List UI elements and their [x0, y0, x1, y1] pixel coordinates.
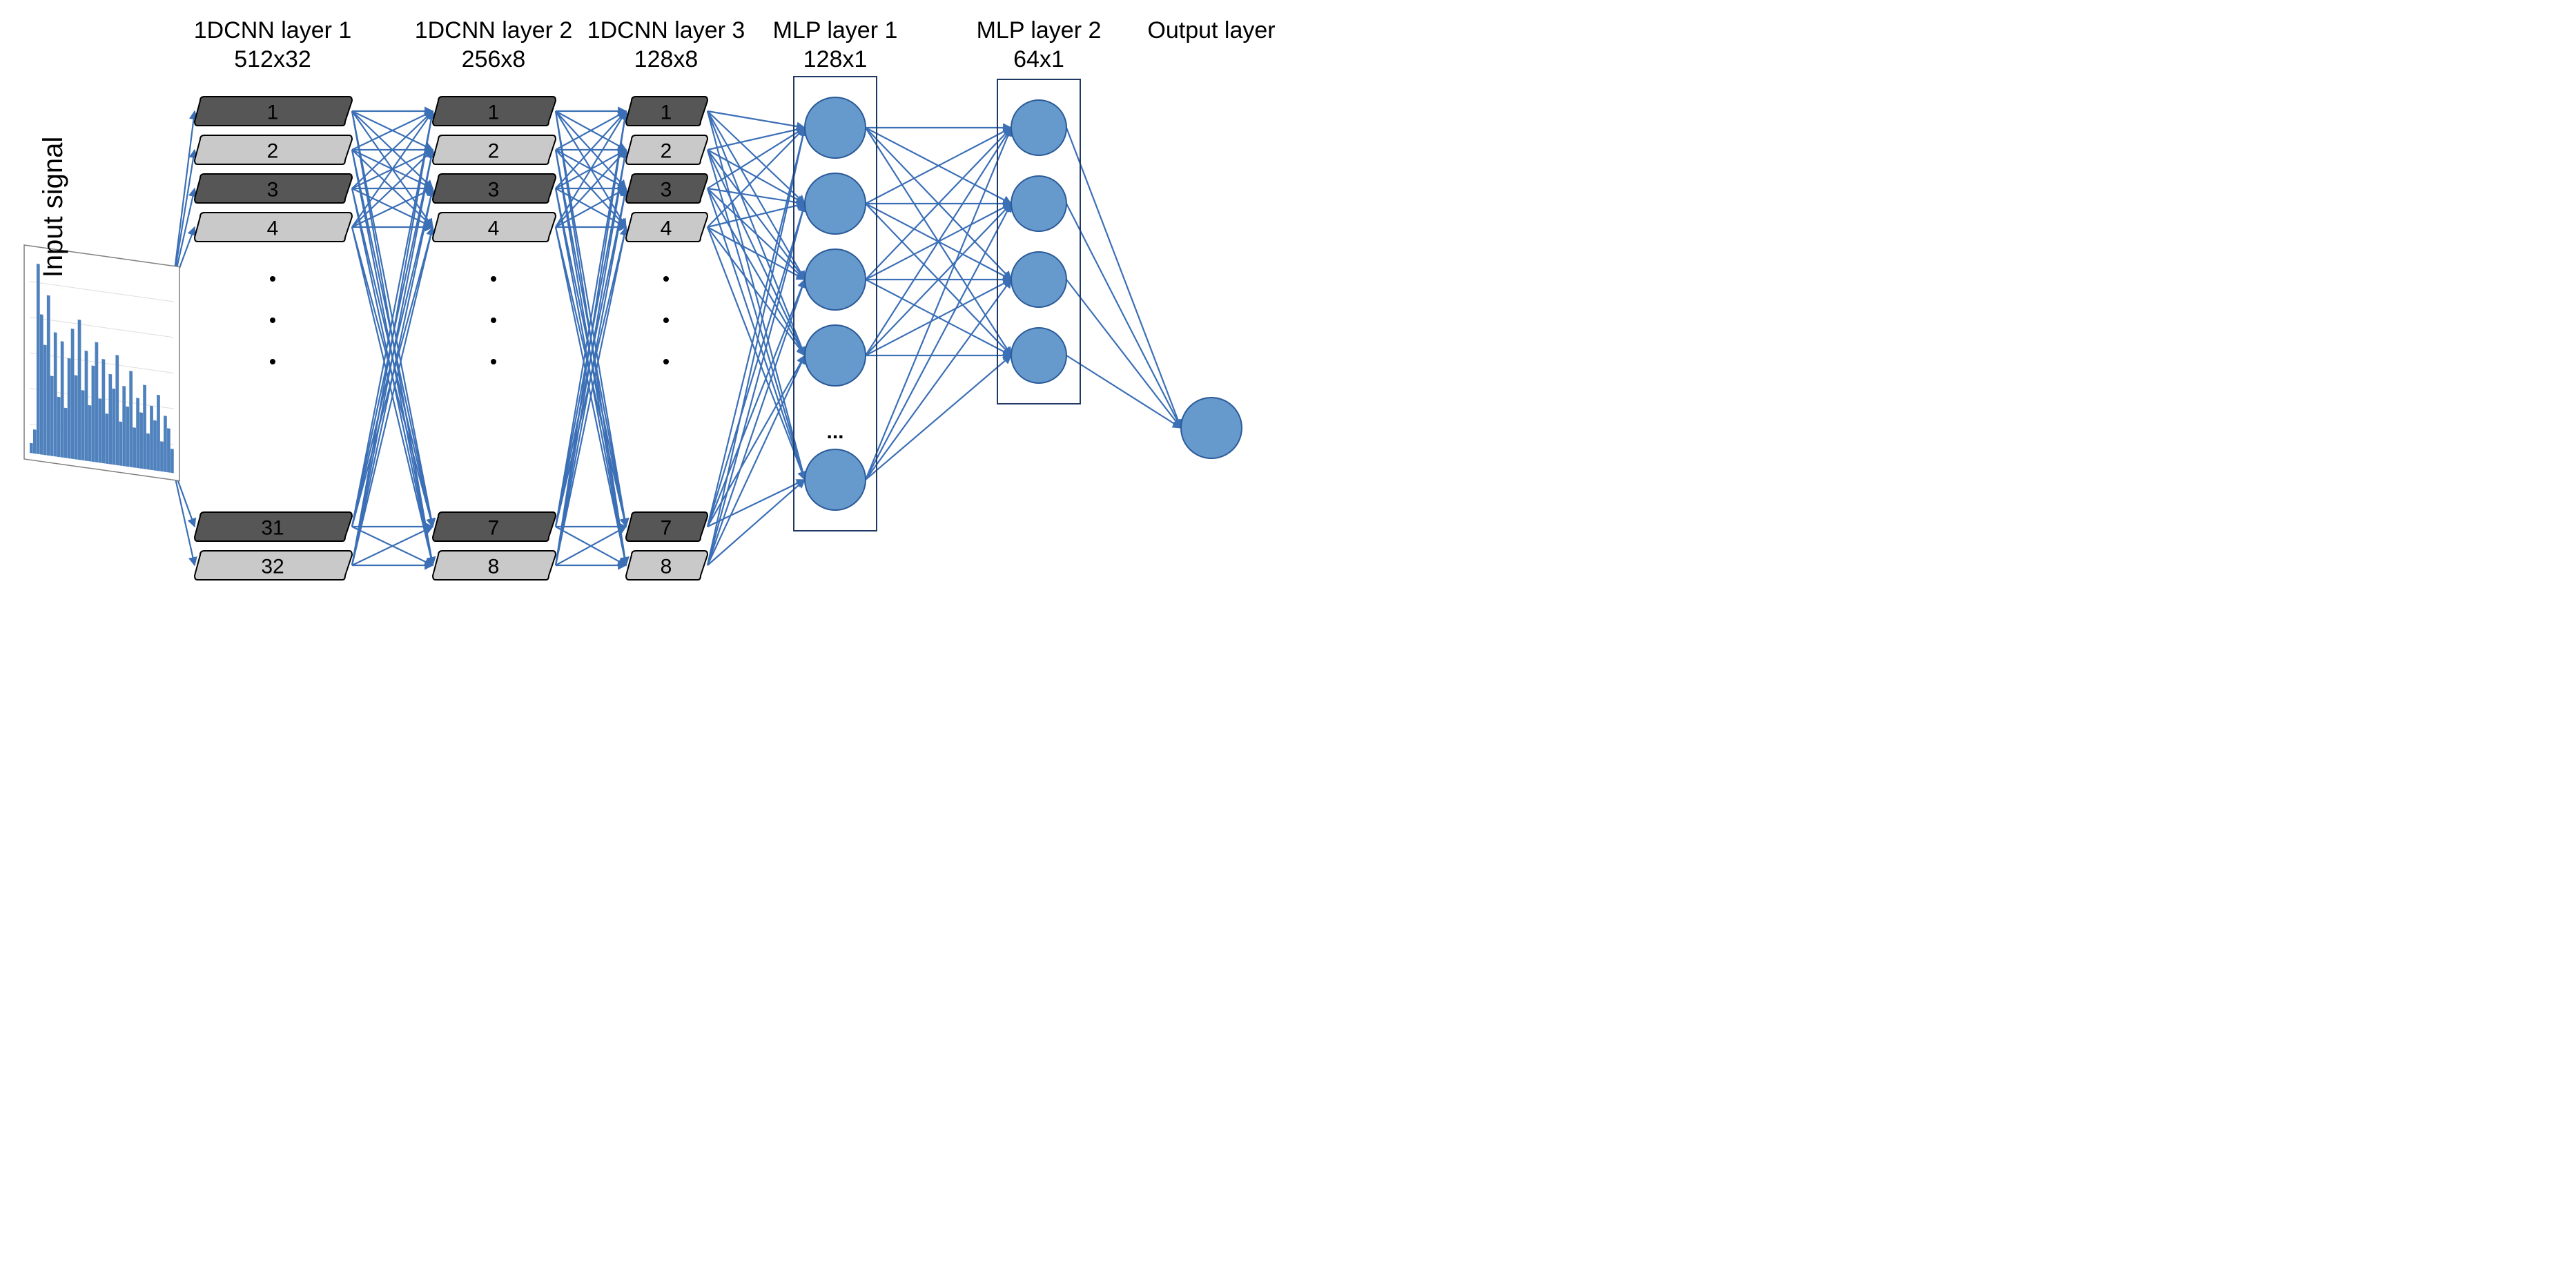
cnn1-filter: 1 — [195, 97, 352, 126]
svg-text:8: 8 — [661, 556, 672, 578]
mlp2-neuron — [1011, 176, 1066, 231]
edge — [708, 480, 805, 527]
edge — [1066, 204, 1181, 428]
nodes: 1 2 3 4 31 32 1 2 3 4 7 8 1 2 3 4 7 8... — [24, 77, 1242, 580]
cnn1-filter: 3 — [195, 174, 352, 203]
cnn3-title-line: 128x8 — [634, 46, 699, 72]
cnn1-title-line: 1DCNN layer 1 — [194, 17, 352, 43]
cnn3-filter: 8 — [626, 551, 708, 580]
mlp1-neuron — [805, 97, 866, 158]
mlp1-neuron — [805, 173, 866, 234]
cnn3-ellipsis — [663, 318, 669, 323]
cnn2-title-line: 256x8 — [462, 46, 526, 72]
cnn1-ellipsis — [270, 318, 275, 323]
cnn3-filter: 1 — [626, 97, 708, 126]
cnn2-ellipsis — [491, 318, 496, 323]
mlp1-title-line: 128x1 — [803, 46, 868, 72]
edge — [708, 128, 805, 527]
edge — [1066, 280, 1181, 428]
mlp2-neuron — [1011, 100, 1066, 155]
svg-text:2: 2 — [661, 140, 672, 163]
edge — [708, 128, 805, 227]
cnn2-ellipsis — [491, 359, 496, 364]
input-signal-plot — [24, 245, 179, 481]
svg-text:4: 4 — [267, 217, 279, 240]
svg-text:2: 2 — [267, 140, 279, 163]
cnn2-filter: 3 — [433, 174, 556, 203]
nn-architecture-diagram: 1 2 3 4 31 32 1 2 3 4 7 8 1 2 3 4 7 8... 1DCNN layer 1 512x… — [0, 0, 1288, 644]
edge — [866, 355, 1011, 480]
cnn2-filter: 1 — [433, 97, 556, 126]
mlp1-ellipsis: ... — [826, 420, 843, 443]
output-title-line: Output layer — [1147, 17, 1275, 43]
svg-text:1: 1 — [267, 101, 279, 124]
svg-text:1: 1 — [661, 101, 672, 124]
mlp2-title-line: 64x1 — [1013, 46, 1064, 72]
edge — [708, 204, 805, 565]
edge — [173, 111, 195, 286]
cnn3-filter: 3 — [626, 174, 708, 203]
cnn1-title-line: 512x32 — [234, 46, 311, 72]
edge — [708, 204, 805, 227]
svg-text:7: 7 — [488, 517, 500, 540]
edge — [866, 280, 1011, 480]
cnn1-filter: 2 — [195, 135, 352, 164]
mlp1-neuron — [805, 325, 866, 386]
cnn1-ellipsis — [270, 276, 275, 282]
cnn3-filter: 2 — [626, 135, 708, 164]
mlp2-neuron — [1011, 328, 1066, 383]
edge — [1066, 128, 1181, 428]
edge — [866, 128, 1011, 480]
mlp1-title-line: MLP layer 1 — [773, 17, 898, 43]
svg-text:2: 2 — [488, 140, 500, 163]
mlp1-neuron — [805, 249, 866, 310]
output-neuron — [1181, 398, 1242, 458]
cnn2-filter: 7 — [433, 512, 556, 541]
svg-text:3: 3 — [488, 179, 500, 202]
mlp2-title-line: MLP layer 2 — [977, 17, 1102, 43]
cnn1-filter: 32 — [195, 551, 352, 580]
cnn2-title-line: 1DCNN layer 2 — [415, 17, 573, 43]
svg-text:3: 3 — [267, 179, 279, 202]
cnn3-filter: 4 — [626, 213, 708, 242]
cnn2-filter: 2 — [433, 135, 556, 164]
edge — [866, 204, 1011, 480]
cnn3-ellipsis — [663, 359, 669, 364]
svg-text:31: 31 — [261, 517, 284, 540]
input-title: Input signal — [38, 137, 68, 278]
cnn2-ellipsis — [491, 276, 496, 282]
cnn1-filter: 31 — [195, 512, 352, 541]
cnn1-ellipsis — [270, 359, 275, 364]
svg-text:4: 4 — [661, 217, 672, 240]
cnn2-filter: 8 — [433, 551, 556, 580]
mlp2-neuron — [1011, 252, 1066, 307]
svg-text:32: 32 — [261, 556, 284, 578]
cnn3-ellipsis — [663, 276, 669, 282]
cnn3-title-line: 1DCNN layer 3 — [587, 17, 745, 43]
cnn2-filter: 4 — [433, 213, 556, 242]
edge — [1066, 355, 1181, 428]
svg-text:3: 3 — [661, 179, 672, 202]
svg-text:7: 7 — [661, 517, 672, 540]
svg-text:1: 1 — [488, 101, 500, 124]
svg-text:4: 4 — [488, 217, 500, 240]
cnn3-filter: 7 — [626, 512, 708, 541]
svg-text:8: 8 — [488, 556, 500, 578]
edge — [708, 128, 805, 565]
cnn1-filter: 4 — [195, 213, 352, 242]
edge — [708, 128, 805, 150]
mlp1-neuron — [805, 449, 866, 510]
